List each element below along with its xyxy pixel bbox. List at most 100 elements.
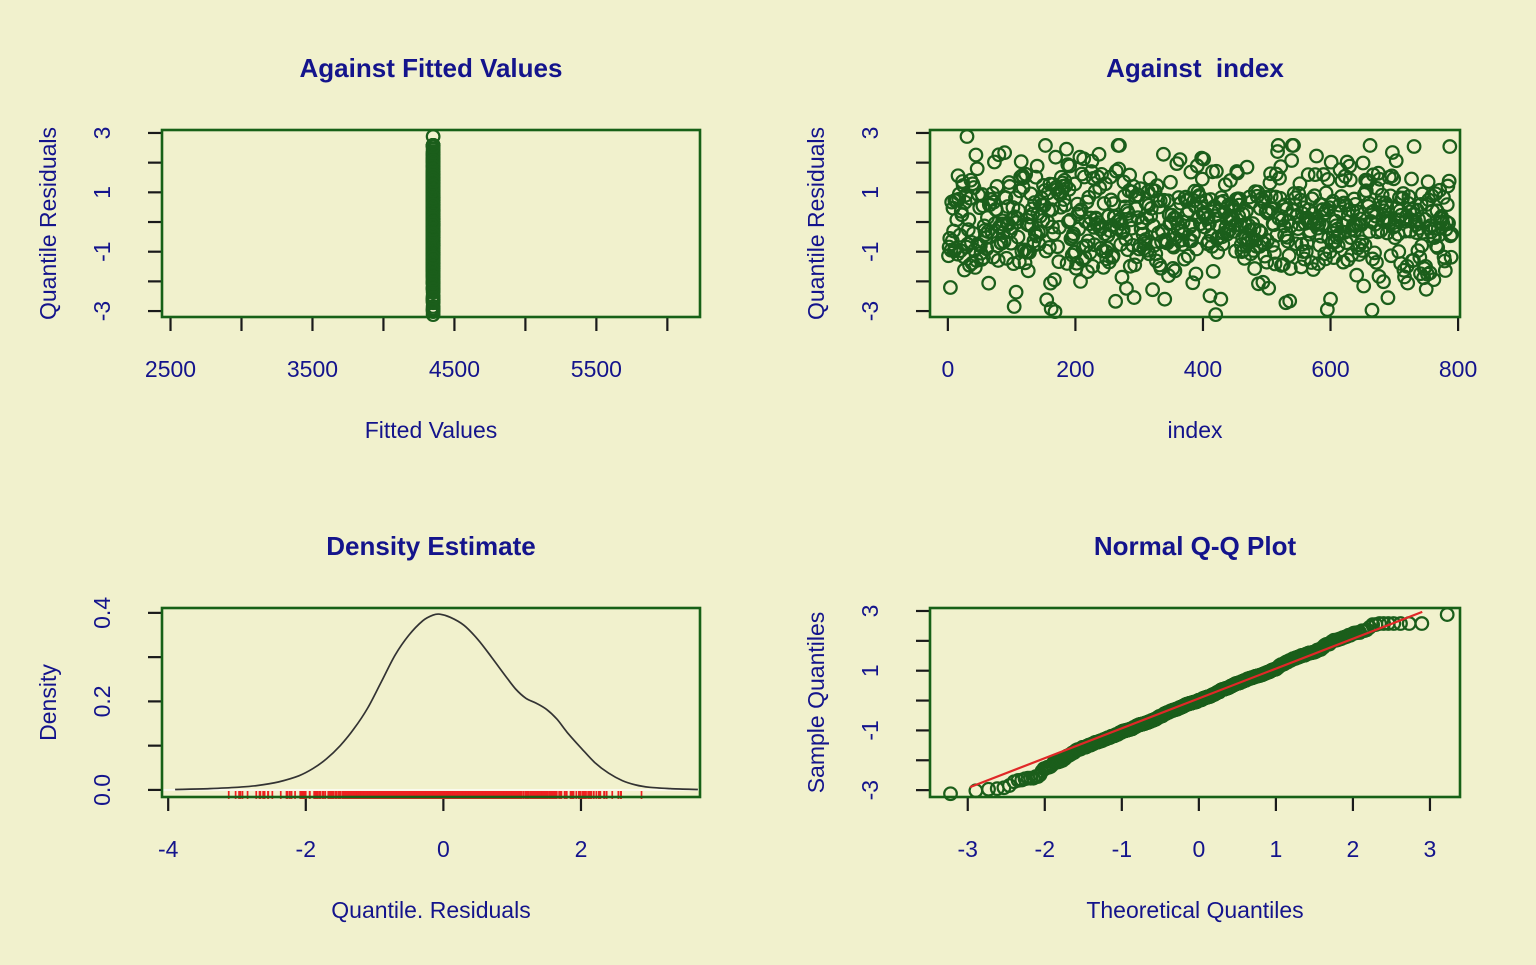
data-point xyxy=(1257,248,1273,264)
data-point xyxy=(1094,166,1109,182)
data-point xyxy=(1259,254,1275,270)
data-point xyxy=(1320,172,1336,187)
data-point xyxy=(1041,240,1057,255)
y-tick-label: -3 xyxy=(89,301,115,321)
y-tick-label: -1 xyxy=(89,241,115,261)
data-point xyxy=(964,234,979,250)
data-point xyxy=(1269,227,1285,243)
data-point xyxy=(1039,292,1055,308)
data-point xyxy=(1428,186,1444,202)
data-point xyxy=(425,249,441,265)
density-curve xyxy=(175,613,698,791)
data-point xyxy=(1119,280,1134,296)
data-point xyxy=(1227,217,1243,233)
x-tick-label: 2 xyxy=(575,836,588,862)
y-tick-label: -3 xyxy=(857,780,883,800)
y-tick-label: 3 xyxy=(89,127,115,140)
y-axis-title: Density xyxy=(35,664,61,741)
data-point xyxy=(1165,261,1181,276)
x-tick-label: 0 xyxy=(437,836,450,862)
data-point xyxy=(1029,158,1045,174)
data-point xyxy=(1213,291,1229,307)
data-point xyxy=(1267,256,1283,272)
panel-density-estimate: -4 -2 0 2 0.0 0.2 0.4 Density Estimate Quantile.… xyxy=(35,531,702,923)
data-point xyxy=(959,129,975,144)
x-tick-label: -1 xyxy=(1112,836,1132,862)
data-point xyxy=(1426,272,1442,288)
data-point xyxy=(1323,154,1339,170)
data-point xyxy=(1059,141,1074,157)
data-point xyxy=(1131,187,1146,203)
y-axis-title: Quantile Residuals xyxy=(803,127,829,320)
data-point xyxy=(1043,301,1059,317)
y-axis-title: Sample Quantiles xyxy=(803,612,829,794)
data-point xyxy=(1300,167,1316,183)
data-point xyxy=(1038,138,1053,153)
data-point xyxy=(1239,159,1255,175)
data-point xyxy=(1085,258,1101,274)
data-point xyxy=(425,226,441,242)
data-point xyxy=(425,221,441,237)
y-axis-title: Quantile Residuals xyxy=(35,127,61,320)
data-point xyxy=(1127,257,1143,273)
x-tick-label: -2 xyxy=(296,836,316,862)
data-point xyxy=(1369,254,1384,270)
data-point xyxy=(425,139,441,154)
data-point xyxy=(1439,607,1455,622)
data-point xyxy=(1292,176,1308,192)
data-point xyxy=(1018,166,1034,182)
data-point xyxy=(1258,189,1273,205)
x-tick-label: 1 xyxy=(1269,836,1282,862)
data-point xyxy=(1060,214,1076,230)
panel-title: Normal Q-Q Plot xyxy=(1094,531,1297,561)
y-tick-label: 1 xyxy=(89,186,115,199)
data-point xyxy=(1108,293,1123,309)
data-point xyxy=(1282,293,1298,309)
y-tick-label: 1 xyxy=(857,664,883,677)
data-point xyxy=(987,154,1002,170)
data-point xyxy=(969,161,985,177)
y-tick-label: -3 xyxy=(857,301,883,321)
data-point xyxy=(1286,138,1301,153)
data-point xyxy=(1356,278,1372,294)
x-axis-title: Theoretical Quantiles xyxy=(1086,897,1303,923)
data-point xyxy=(1008,284,1024,300)
data-point xyxy=(1367,245,1382,261)
data-point xyxy=(1365,251,1381,267)
data-point xyxy=(1182,219,1198,235)
data-point xyxy=(425,173,441,189)
data-point xyxy=(1349,267,1365,283)
data-point xyxy=(1439,197,1455,213)
data-point xyxy=(1413,196,1429,212)
data-point xyxy=(1342,158,1358,174)
data-point xyxy=(950,246,965,262)
data-point xyxy=(1388,153,1404,169)
data-point xyxy=(1058,178,1074,194)
data-point xyxy=(1188,266,1204,282)
data-point xyxy=(1175,237,1190,252)
data-point xyxy=(1330,238,1346,254)
data-point xyxy=(1143,208,1159,224)
data-point xyxy=(1282,261,1298,276)
data-point xyxy=(1372,616,1387,631)
data-point xyxy=(1048,149,1064,165)
data-point xyxy=(1437,263,1453,278)
data-point xyxy=(1303,255,1319,270)
panel-title: Against Fitted Values xyxy=(300,53,563,83)
data-point xyxy=(1400,275,1416,291)
data-point xyxy=(996,234,1012,250)
panel-title: Against index xyxy=(1106,53,1284,83)
data-point xyxy=(1396,262,1412,278)
data-point xyxy=(1323,291,1338,307)
data-point xyxy=(425,182,441,198)
data-point xyxy=(1177,251,1192,267)
data-point xyxy=(425,153,441,169)
data-point xyxy=(1149,253,1164,269)
panel-frame xyxy=(928,128,1462,319)
x-axis-title: Quantile. Residuals xyxy=(331,897,530,923)
data-point xyxy=(1401,189,1417,205)
data-point xyxy=(1442,139,1458,154)
data-point xyxy=(1067,176,1083,192)
data-point xyxy=(1309,148,1324,164)
